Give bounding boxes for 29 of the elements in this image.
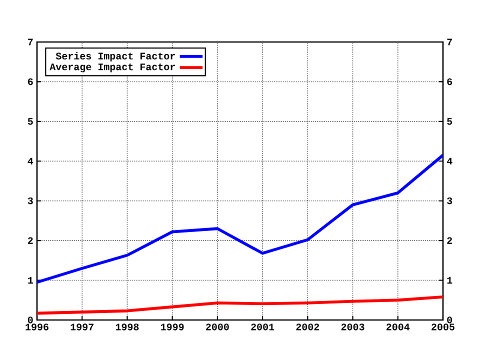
x-tick-label: 2005 [432, 324, 454, 330]
y-tick-label: 4 [28, 158, 34, 164]
x-tick-label: 2000 [206, 324, 229, 330]
y2-tick-label: 7 [447, 38, 452, 46]
y-tick-label: 7 [28, 38, 33, 46]
x-tick-label: 2003 [341, 324, 364, 330]
y2-tick-label: 1 [447, 276, 452, 284]
x-tick-label: 1997 [70, 324, 94, 330]
x-tick-label: 2002 [296, 324, 320, 330]
y-tick-label: 0 [28, 316, 33, 324]
y-tick-label: 1 [28, 276, 33, 284]
y-tick-label: 2 [28, 237, 33, 244]
x-tick-label: 2001 [251, 324, 274, 330]
x-tick-label: 2004 [386, 324, 410, 330]
x-tick-label: 1996 [26, 324, 48, 330]
y2-tick-label: 0 [447, 316, 452, 324]
y2-tick-label: 4 [446, 158, 452, 164]
y2-tick-label: 2 [447, 237, 452, 244]
x-tick-label: 1998 [116, 324, 139, 330]
y-tick-label: 6 [28, 78, 33, 86]
y2-tick-label: 3 [447, 197, 452, 204]
x-tick-label: 1999 [161, 324, 184, 330]
legend-label: Series Impact Factor [56, 52, 175, 62]
y-tick-label: 3 [28, 197, 33, 204]
y-tick-label: 5 [28, 118, 33, 125]
y2-tick-label: 5 [447, 118, 452, 125]
legend-label: Average Impact Factor [50, 64, 175, 72]
line-series [37, 154, 443, 284]
y2-tick-label: 6 [447, 78, 452, 86]
